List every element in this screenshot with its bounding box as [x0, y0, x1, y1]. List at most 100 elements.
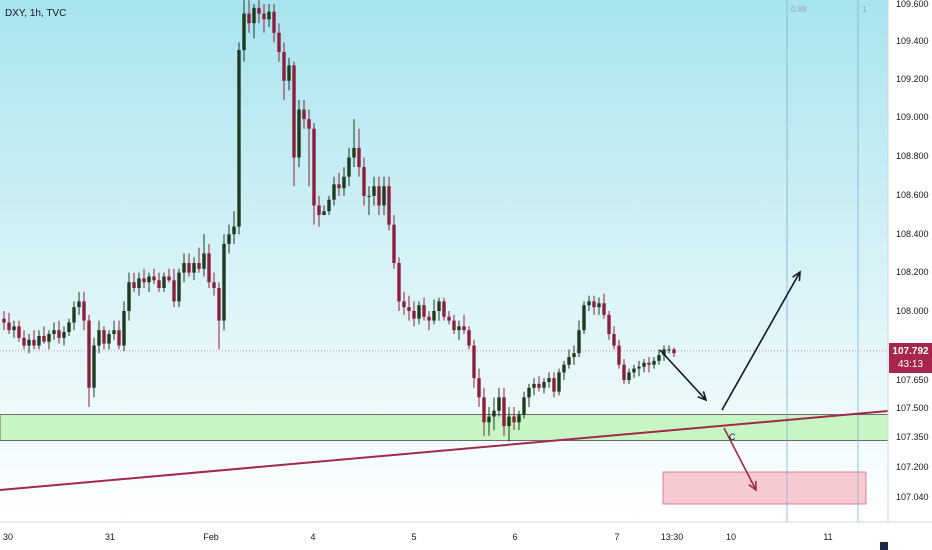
- candle-body: [2, 318, 6, 323]
- candle-body: [97, 330, 101, 346]
- candle: [452, 314, 456, 335]
- candle-body: [52, 330, 56, 335]
- x-tick-label: 10: [726, 532, 736, 542]
- arrow-breakdown-projection: [723, 427, 757, 492]
- candle: [117, 320, 121, 350]
- candle-body: [12, 326, 16, 331]
- candle: [597, 297, 601, 315]
- candle: [427, 311, 431, 331]
- candle: [7, 312, 11, 335]
- candle-body: [107, 334, 111, 344]
- candle: [67, 318, 71, 336]
- x-tick-label: 30: [3, 532, 13, 542]
- candle-body: [552, 378, 556, 392]
- candle-body: [102, 330, 106, 344]
- candle-body: [112, 330, 116, 335]
- candle-body: [362, 167, 366, 196]
- candle: [327, 195, 331, 216]
- candle-body: [312, 128, 316, 206]
- candle-body: [402, 301, 406, 308]
- candle-body: [282, 51, 286, 81]
- candle-body: [247, 13, 251, 24]
- candle: [297, 99, 301, 168]
- candle: [617, 339, 621, 369]
- candle-body: [197, 263, 201, 269]
- candle-body: [182, 263, 186, 273]
- candle-body: [667, 349, 671, 351]
- candle: [172, 268, 176, 308]
- candle-body: [382, 186, 386, 206]
- candle-body: [157, 280, 161, 288]
- candle: [502, 387, 506, 436]
- candle: [362, 157, 366, 206]
- candle-body: [527, 387, 531, 398]
- candle-body: [202, 253, 206, 269]
- candle: [487, 406, 491, 436]
- candle: [567, 349, 571, 369]
- candle: [112, 320, 116, 340]
- candle: [367, 186, 371, 216]
- candles-layer: [2, 0, 676, 442]
- candle: [497, 387, 501, 417]
- candle: [357, 128, 361, 177]
- candle-body: [22, 337, 26, 346]
- candle-body: [72, 307, 76, 323]
- candle-body: [317, 205, 321, 216]
- candle-body: [497, 397, 501, 411]
- candle: [282, 42, 286, 100]
- candle-body: [467, 330, 471, 346]
- candle: [42, 326, 46, 344]
- candle-body: [627, 372, 631, 381]
- candle-body: [237, 50, 241, 227]
- candle: [157, 272, 161, 292]
- candle-body: [407, 307, 411, 311]
- candle: [147, 272, 151, 292]
- candle-body: [522, 397, 526, 415]
- candle-body: [432, 311, 436, 321]
- x-tick-label: 7: [614, 532, 619, 542]
- candle: [97, 320, 101, 354]
- y-tick-label: 108.800: [896, 151, 929, 161]
- candle-body: [657, 355, 661, 361]
- candle: [572, 345, 576, 365]
- y-tick-label: 108.400: [896, 229, 929, 239]
- candle: [227, 224, 231, 254]
- candle: [287, 57, 291, 91]
- candle: [462, 314, 466, 335]
- candle-body: [647, 362, 651, 365]
- candle-body: [632, 368, 636, 373]
- candle-body: [177, 272, 181, 302]
- y-tick-label: 107.040: [896, 492, 929, 502]
- candle-body: [117, 330, 121, 346]
- zones-layer: [0, 350, 889, 505]
- candle: [307, 109, 311, 187]
- candle: [137, 272, 141, 296]
- candle: [532, 378, 536, 396]
- candle: [17, 320, 21, 342]
- candle-body: [557, 372, 561, 392]
- x-axis-panel: [0, 522, 932, 550]
- candle-body: [442, 301, 446, 317]
- candle: [322, 205, 326, 216]
- candle: [242, 0, 246, 62]
- candle: [437, 297, 441, 321]
- candle-body: [162, 276, 166, 288]
- candle-body: [287, 65, 291, 81]
- candle-body: [322, 211, 326, 216]
- plot-background: [0, 0, 888, 522]
- candle-body: [92, 345, 96, 388]
- candle: [182, 253, 186, 283]
- candle-body: [292, 65, 296, 158]
- candle: [422, 297, 426, 321]
- arrow-down-projection-head: [697, 391, 708, 402]
- candle: [272, 4, 276, 43]
- candle-body: [187, 263, 191, 273]
- candle: [277, 23, 281, 62]
- candle-body: [137, 278, 141, 288]
- candle: [142, 268, 146, 288]
- candle: [177, 268, 181, 308]
- arrow-up-projection-shaft: [721, 271, 801, 411]
- candle: [562, 360, 566, 381]
- candle: [312, 122, 316, 225]
- y-tick-label: 109.600: [896, 0, 929, 9]
